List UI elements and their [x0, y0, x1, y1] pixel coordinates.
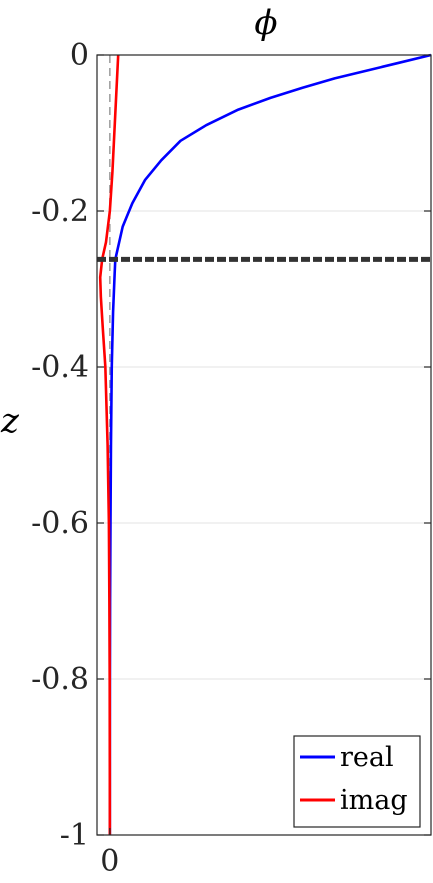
x-ticks: 0	[100, 828, 119, 879]
series-line-real	[108, 53, 432, 836]
y-axis-label: z	[0, 401, 20, 441]
legend-label-imag: imag	[340, 785, 408, 816]
legend-box	[293, 735, 421, 828]
y-tick-label: -0.8	[31, 662, 89, 697]
y-tick-label: -0.2	[31, 194, 89, 229]
y-tick-label: -0.6	[31, 506, 89, 541]
y-tick-label: -1	[60, 818, 89, 853]
chart-title: ϕ	[254, 3, 277, 43]
y-tick-label: 0	[70, 38, 89, 73]
legend-label-real: real	[340, 742, 394, 773]
x-tick-label: 0	[100, 844, 119, 879]
series-lines	[98, 53, 432, 836]
y-ticks: 0 -0.2 -0.4 -0.6 -0.8 -1	[31, 38, 431, 853]
y-tick-label: -0.4	[31, 350, 89, 385]
series-line-imag	[98, 54, 120, 836]
grid-lines	[97, 210, 431, 680]
legend: real imag	[293, 735, 421, 828]
plot-frame	[96, 54, 432, 836]
